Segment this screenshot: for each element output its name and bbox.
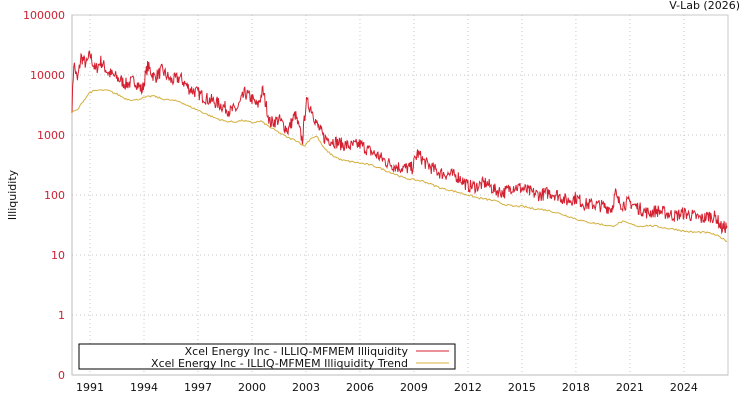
x-tick-label: 2021 xyxy=(616,381,644,394)
x-tick-label: 2000 xyxy=(238,381,266,394)
x-tick-label: 1991 xyxy=(76,381,104,394)
y-tick-label: 10 xyxy=(51,249,65,262)
legend-box xyxy=(78,343,456,370)
legend-label-trend: Xcel Energy Inc - ILLIQ-MFMEM Illiquidit… xyxy=(151,357,408,370)
y-tick-label: 100 xyxy=(44,189,65,202)
y-tick-label: 100000 xyxy=(23,9,65,22)
x-tick-label: 2006 xyxy=(346,381,374,394)
x-tick-label: 2024 xyxy=(670,381,698,394)
x-tick-label: 2003 xyxy=(292,381,320,394)
legend-label-illiquidity: Xcel Energy Inc - ILLIQ-MFMEM Illiquidit… xyxy=(185,345,409,358)
x-tick-label: 1994 xyxy=(130,381,158,394)
y-axis-label: Illiquidity xyxy=(6,169,19,220)
x-tick-label: 1997 xyxy=(184,381,212,394)
x-tick-labels: 1991 1994 1997 2000 2003 2006 2009 2012 2015 2018… xyxy=(76,381,698,394)
illiquidity-trend-line xyxy=(71,89,728,242)
y-tick-label: 10000 xyxy=(30,69,65,82)
x-tick-label: 2015 xyxy=(508,381,536,394)
gridlines xyxy=(72,15,728,375)
x-tick-label: 2009 xyxy=(400,381,428,394)
y-tick-label: 1000 xyxy=(37,129,65,142)
illiquidity-line xyxy=(71,50,728,235)
vlab-credit: V-Lab (2026) xyxy=(669,0,740,12)
x-tick-label: 2012 xyxy=(454,381,482,394)
y-tick-label: 1 xyxy=(58,309,65,322)
legend: Xcel Energy Inc - ILLIQ-MFMEM Illiquidit… xyxy=(78,343,456,370)
x-tick-label: 2018 xyxy=(562,381,590,394)
y-tick-label: 0 xyxy=(58,369,65,382)
series-lines xyxy=(71,50,728,242)
